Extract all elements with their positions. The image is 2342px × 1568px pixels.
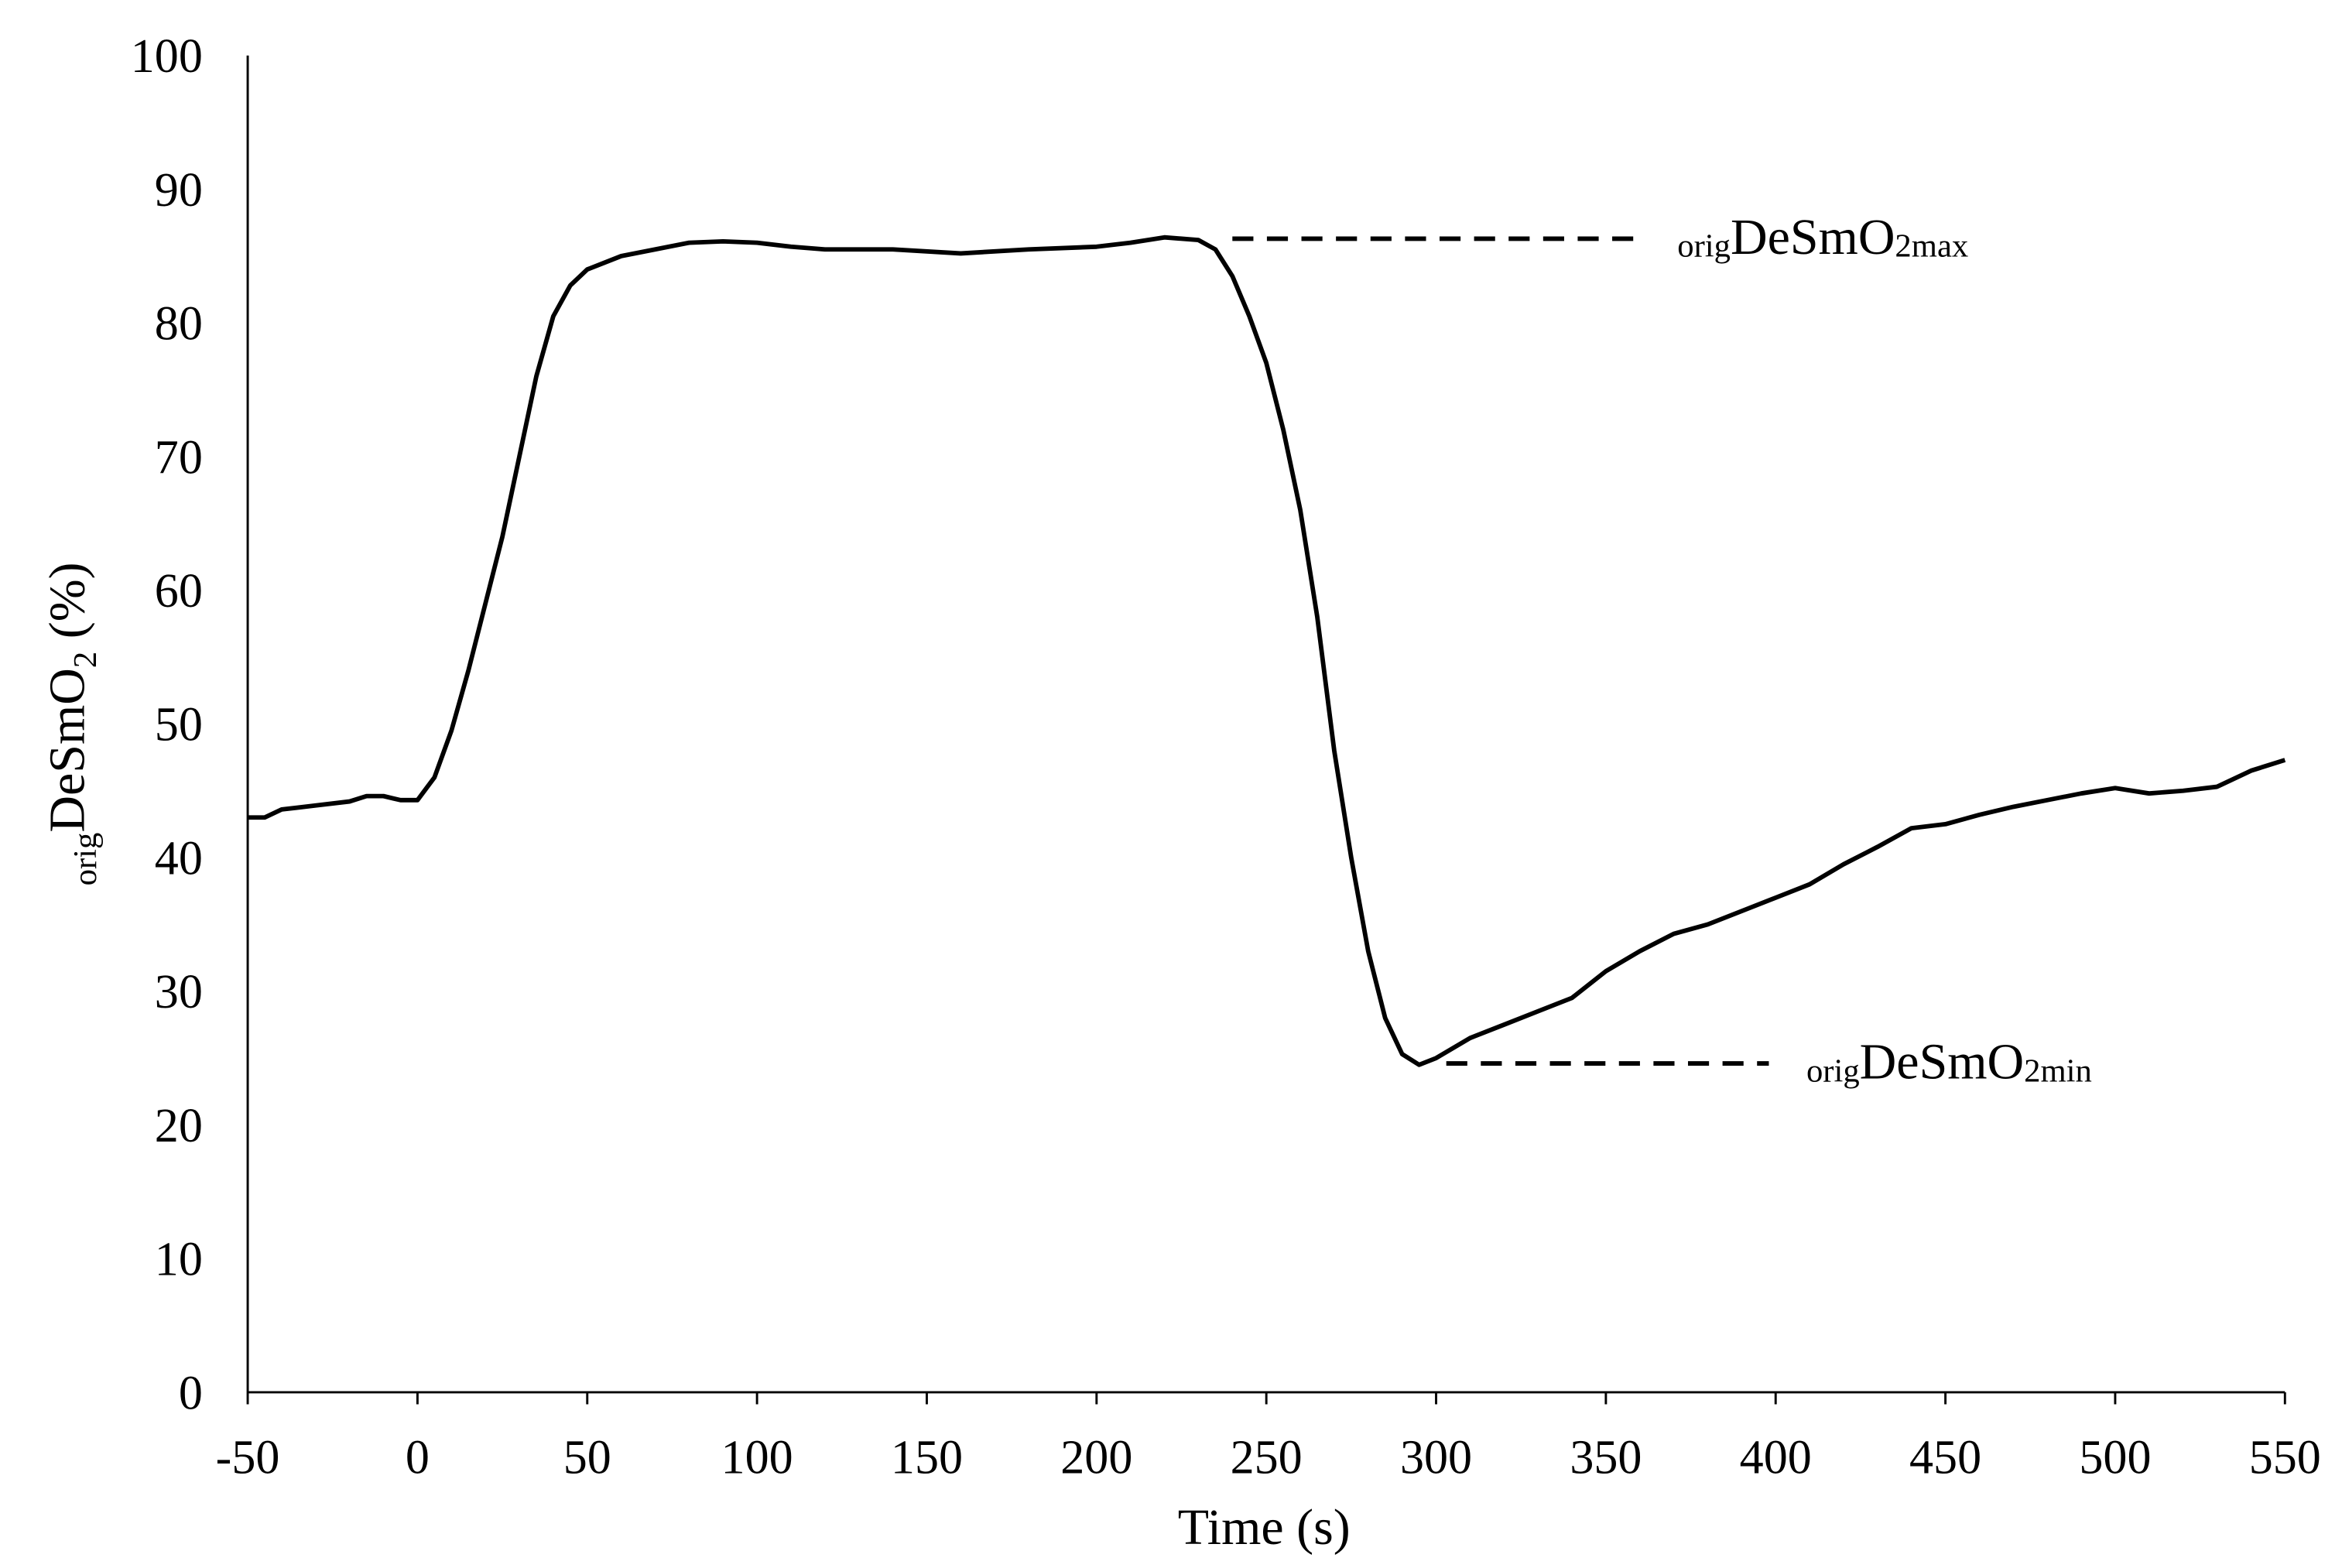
annotation-prefix: orig xyxy=(1677,228,1731,265)
x-tick-label: 450 xyxy=(1909,1432,1981,1484)
annotation-suffix: 2max xyxy=(1895,228,1968,265)
y-tick-label: 80 xyxy=(155,298,203,351)
y-tick-label: 60 xyxy=(155,565,203,618)
y-tick-label: 70 xyxy=(155,431,203,484)
y-label-prefix: orig xyxy=(67,833,104,886)
annotation-suffix: 2min xyxy=(2024,1053,2092,1089)
y-axis-label: origDeSmO2 (%) xyxy=(39,562,104,885)
y-tick-label: 0 xyxy=(179,1367,203,1419)
y-tick-label: 30 xyxy=(155,966,203,1019)
x-tick-label: 350 xyxy=(1570,1432,1642,1484)
x-tick-label: 400 xyxy=(1740,1432,1812,1484)
annotation-text: DeSmO xyxy=(1860,1033,2024,1090)
y-label-text: DeSmO xyxy=(39,668,96,833)
annotation-label: origDeSmO2min xyxy=(1806,1033,2092,1090)
annotation-text: DeSmO xyxy=(1731,209,1895,265)
y-label-suffix: 2 xyxy=(67,652,104,668)
annotation-prefix: orig xyxy=(1806,1053,1860,1089)
y-tick-label: 20 xyxy=(155,1100,203,1152)
y-tick-label: 40 xyxy=(155,832,203,885)
annotation-label: origDeSmO2max xyxy=(1677,209,1968,265)
y-tick-label: 90 xyxy=(155,164,203,217)
y-tick-label: 100 xyxy=(131,30,203,83)
y-tick-label: 50 xyxy=(155,699,203,751)
x-tick-label: 300 xyxy=(1400,1432,1472,1484)
x-tick-label: 250 xyxy=(1231,1432,1303,1484)
x-tick-label: 0 xyxy=(406,1432,430,1484)
y-label-unit: (%) xyxy=(39,562,96,651)
x-axis-label: Time (s) xyxy=(1178,1499,1351,1556)
x-tick-label: 200 xyxy=(1060,1432,1132,1484)
x-tick-label: 50 xyxy=(563,1432,611,1484)
x-tick-label: 550 xyxy=(2249,1432,2321,1484)
x-tick-label: 500 xyxy=(2079,1432,2151,1484)
x-tick-label: 150 xyxy=(891,1432,963,1484)
data-line xyxy=(248,235,2286,1067)
x-tick-label: -50 xyxy=(216,1432,280,1484)
x-tick-label: 100 xyxy=(721,1432,793,1484)
y-tick-label: 10 xyxy=(155,1234,203,1286)
